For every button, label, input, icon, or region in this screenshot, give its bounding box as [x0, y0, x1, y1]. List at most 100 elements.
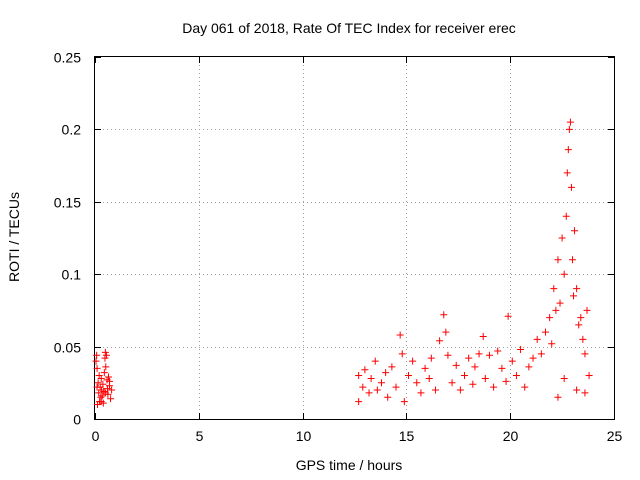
data-point	[573, 386, 581, 394]
data-point	[575, 321, 583, 329]
data-point	[409, 357, 417, 365]
data-point	[452, 361, 460, 369]
data-point	[100, 369, 108, 377]
data-point	[533, 335, 541, 343]
x-tick-label: 15	[399, 428, 415, 444]
axis-ticks: 0 5 10 15 20 25 0 0.05 0.1 0.15 0.2 0.25	[54, 50, 623, 445]
data-point	[107, 395, 115, 403]
data-point	[556, 299, 564, 307]
data-point	[365, 389, 373, 397]
data-point	[583, 306, 591, 314]
data-point	[442, 328, 450, 336]
data-point	[571, 227, 579, 235]
data-point	[444, 351, 452, 359]
data-point	[567, 183, 575, 191]
data-point	[581, 389, 589, 397]
data-point	[537, 350, 545, 358]
data-point	[427, 354, 435, 362]
y-tick-label: 0	[73, 412, 81, 428]
data-point	[498, 364, 506, 372]
data-point	[563, 169, 571, 177]
data-point	[431, 386, 439, 394]
data-point	[573, 285, 581, 293]
y-tick-label: 0.2	[62, 122, 82, 138]
data-point	[436, 337, 444, 345]
data-point	[382, 369, 390, 377]
data-point	[93, 383, 101, 391]
data-point	[104, 373, 112, 381]
x-tick-label: 25	[607, 428, 623, 444]
data-point	[560, 374, 568, 382]
data-point	[99, 380, 107, 388]
data-point	[565, 125, 573, 133]
data-point	[355, 398, 363, 406]
x-axis-label: GPS time / hours	[296, 457, 403, 473]
data-point	[558, 234, 566, 242]
data-point	[359, 383, 367, 391]
data-point	[94, 379, 102, 387]
data-point	[93, 351, 101, 359]
x-tick-label: 0	[92, 428, 100, 444]
x-tick-label: 10	[296, 428, 312, 444]
data-point	[392, 383, 400, 391]
data-point	[512, 372, 520, 380]
data-points	[92, 118, 593, 409]
data-point	[102, 363, 110, 371]
data-point	[100, 387, 108, 395]
data-point	[400, 398, 408, 406]
data-point	[384, 393, 392, 401]
data-point	[108, 386, 116, 394]
data-point	[101, 348, 109, 356]
data-point	[564, 146, 572, 154]
data-point	[548, 340, 556, 348]
data-point	[95, 389, 103, 397]
data-point	[475, 350, 483, 358]
data-point	[581, 350, 589, 358]
data-point	[101, 389, 109, 397]
data-point	[568, 256, 576, 264]
x-tick-label: 20	[503, 428, 519, 444]
data-point	[404, 372, 412, 380]
data-point	[517, 345, 525, 353]
data-point	[562, 212, 570, 220]
data-point	[377, 379, 385, 387]
data-point	[465, 354, 473, 362]
data-point	[373, 386, 381, 394]
data-point	[97, 398, 105, 406]
data-point	[494, 347, 502, 355]
data-point	[552, 306, 560, 314]
data-point	[461, 372, 469, 380]
data-point	[93, 364, 101, 372]
y-tick-label: 0.25	[54, 50, 81, 66]
data-point	[550, 285, 558, 293]
data-point	[554, 256, 562, 264]
data-point	[485, 351, 493, 359]
data-point	[541, 328, 549, 336]
data-point	[554, 393, 562, 401]
data-point	[388, 363, 396, 371]
data-point	[97, 374, 105, 382]
data-point	[92, 357, 100, 365]
data-point	[355, 372, 363, 380]
data-point	[361, 366, 369, 374]
data-point	[398, 350, 406, 358]
data-point	[508, 357, 516, 365]
y-axis-label: ROTI / TECUs	[6, 192, 22, 282]
y-tick-label: 0.05	[54, 340, 81, 356]
data-point	[481, 374, 489, 382]
data-point	[106, 377, 114, 385]
data-point	[546, 314, 554, 322]
data-point	[102, 351, 110, 359]
data-point	[471, 363, 479, 371]
data-point	[417, 389, 425, 397]
data-point	[456, 386, 464, 394]
y-tick-label: 0.1	[62, 267, 82, 283]
data-point	[413, 379, 421, 387]
data-point	[440, 311, 448, 319]
data-point	[367, 374, 375, 382]
x-tick-label: 5	[196, 428, 204, 444]
grid-lines	[95, 57, 614, 419]
data-point	[577, 314, 585, 322]
data-point	[396, 331, 404, 339]
